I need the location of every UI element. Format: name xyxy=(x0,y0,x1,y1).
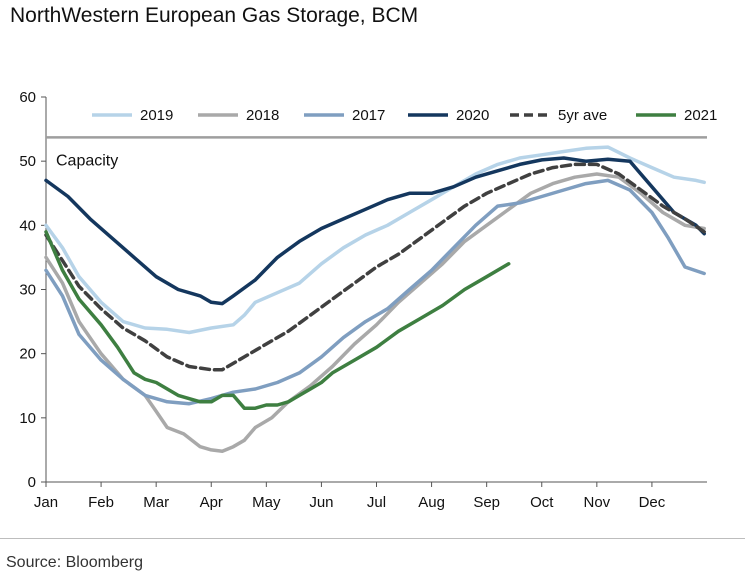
y-tick-label: 20 xyxy=(19,346,36,363)
y-tick-label: 40 xyxy=(19,217,36,234)
series-line-2021 xyxy=(44,230,511,410)
y-tick-label: 10 xyxy=(19,410,36,427)
x-tick-label: May xyxy=(252,494,281,511)
series-line-2019 xyxy=(44,145,706,335)
x-tick-label: Dec xyxy=(639,494,666,511)
series-line-5yr-ave xyxy=(44,162,706,372)
series-lines xyxy=(44,145,706,453)
page-title: NorthWestern European Gas Storage, BCM xyxy=(10,4,419,27)
chart-legend: 2019 2018 2017 2020 5yr ave 2021 xyxy=(92,107,717,124)
y-tick-label: 50 xyxy=(19,153,36,170)
y-tick-label: 30 xyxy=(19,282,36,299)
footer-divider xyxy=(0,538,745,539)
x-tick-label: Feb xyxy=(88,494,114,511)
legend-label-5yr-ave: 5yr ave xyxy=(558,107,607,124)
series-line-2020 xyxy=(44,156,706,306)
x-tick-label: Mar xyxy=(143,494,169,511)
x-tick-label: Nov xyxy=(583,494,610,511)
legend-label-2021: 2021 xyxy=(684,107,717,124)
y-tick-label: 60 xyxy=(19,89,36,106)
chart-axes: 0 10 20 30 40 50 60 Jan Feb Mar Apr May Jun Jul Aug Sep… xyxy=(19,89,707,511)
x-tick-label: Oct xyxy=(530,494,554,511)
x-tick-label: Sep xyxy=(473,494,500,511)
x-tick-label: Jan xyxy=(34,494,58,511)
series-line-2018 xyxy=(44,172,706,453)
capacity-label: Capacity xyxy=(56,152,118,169)
legend-label-2017: 2017 xyxy=(352,107,385,124)
x-tick-label: Jul xyxy=(367,494,386,511)
x-tick-label: Jun xyxy=(309,494,333,511)
series-line-2017 xyxy=(44,178,706,406)
capacity-group: Capacity xyxy=(46,136,707,169)
legend-label-2019: 2019 xyxy=(140,107,173,124)
x-tick-label: Apr xyxy=(200,494,223,511)
legend-label-2018: 2018 xyxy=(246,107,279,124)
source-note: Source: Bloomberg xyxy=(6,554,143,571)
gas-storage-chart: 0 10 20 30 40 50 60 Jan Feb Mar Apr May Jun Jul Aug Sep… xyxy=(19,89,717,511)
x-tick-label: Aug xyxy=(418,494,445,511)
legend-label-2020: 2020 xyxy=(456,107,489,124)
y-tick-label: 0 xyxy=(28,474,36,491)
